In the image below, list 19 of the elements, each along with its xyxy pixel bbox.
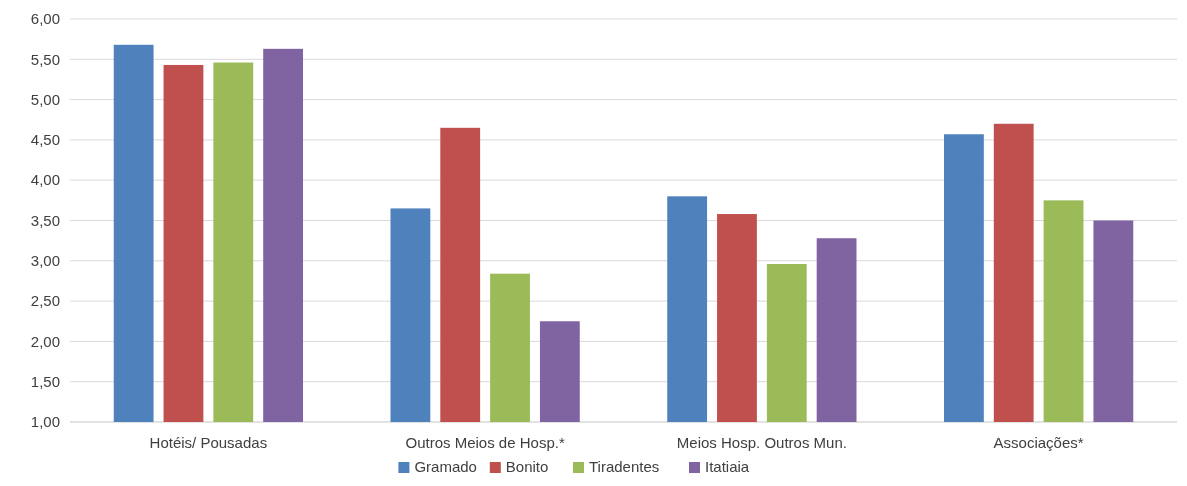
y-tick-label: 1,50 bbox=[30, 372, 60, 390]
x-tick-label: Meios Hosp. Outros Mun. bbox=[676, 434, 847, 451]
y-tick-label: 2,00 bbox=[30, 332, 60, 350]
x-tick-label: Outros Meios de Hosp.* bbox=[405, 434, 565, 451]
y-tick-label: 5,50 bbox=[30, 50, 60, 68]
y-tick-label: 6,00 bbox=[30, 10, 60, 28]
y-tick-label: 2,50 bbox=[30, 292, 60, 310]
x-tick-label: Hotéis/ Pousadas bbox=[149, 434, 268, 451]
y-tick-label: 1,00 bbox=[30, 413, 60, 431]
y-tick-label: 4,00 bbox=[30, 171, 60, 189]
y-tick-label: 4,50 bbox=[30, 131, 60, 149]
legend-label: Tiradentes bbox=[589, 458, 660, 475]
y-tick-label: 3,00 bbox=[30, 252, 60, 270]
x-tick-label: Associações* bbox=[993, 434, 1084, 451]
y-tick-label: 5,00 bbox=[30, 90, 60, 108]
y-tick-label: 3,50 bbox=[30, 211, 60, 229]
legend-label: Gramado bbox=[414, 458, 477, 475]
legend-label: Itatiaia bbox=[705, 458, 750, 475]
legend-label: Bonito bbox=[505, 458, 549, 475]
